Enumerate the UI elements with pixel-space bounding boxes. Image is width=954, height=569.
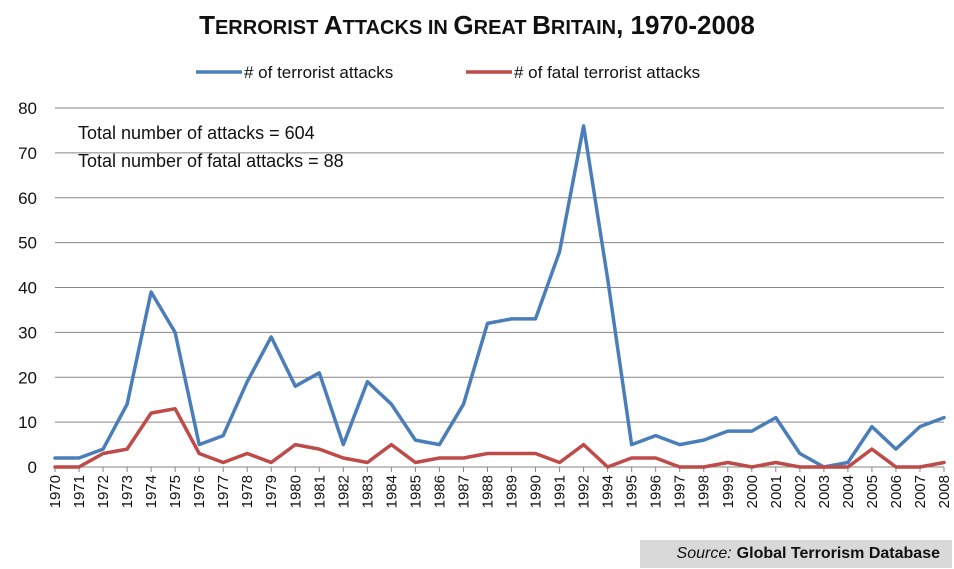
source-label: Source: — [676, 545, 732, 562]
title-part-2: A — [324, 10, 343, 40]
annotations: Total number of attacks = 604 Total numbe… — [78, 123, 344, 171]
y-tick-label: 40 — [18, 279, 37, 298]
x-tick-label: 1979 — [263, 475, 280, 508]
x-tick-label: 1977 — [215, 475, 232, 508]
x-tick-label: 1989 — [504, 475, 521, 508]
source-box: Source: Global Terrorism Database — [640, 540, 952, 568]
x-tick-label: 1996 — [648, 475, 665, 508]
y-tick-label: 0 — [28, 458, 37, 477]
x-tick-label: 1997 — [672, 475, 689, 508]
y-tick-label: 60 — [18, 189, 37, 208]
x-tick-label: 2001 — [768, 475, 785, 508]
x-tick-label: 1973 — [119, 475, 136, 508]
y-tick-label: 80 — [18, 99, 37, 118]
annotation-1: Total number of fatal attacks = 88 — [78, 151, 344, 171]
x-tick-label: 1995 — [624, 475, 641, 508]
plot-area — [53, 124, 946, 469]
title-part-5: REAT — [474, 17, 533, 39]
x-tick-label: 1975 — [167, 475, 184, 508]
x-tick-label: 2005 — [864, 475, 881, 508]
x-tick-label: 1986 — [431, 475, 448, 508]
x-axis: 1970 1971 1972 1973 1974 1975 1976 1977 1978 1979… — [47, 467, 953, 508]
title-part-8: , 1970-2008 — [616, 10, 755, 40]
x-tick-label: 1972 — [95, 475, 112, 508]
x-tick-label: 1987 — [455, 475, 472, 508]
title-part-3: TTACKS IN — [343, 17, 454, 39]
x-tick-label: 2004 — [840, 475, 857, 508]
x-tick-label: 1978 — [239, 475, 256, 508]
gridlines — [55, 107, 944, 468]
series-line-1 — [53, 406, 946, 469]
legend-label-1: # of fatal terrorist attacks — [514, 63, 700, 82]
y-tick-label: 70 — [18, 144, 37, 163]
x-tick-label: 1980 — [287, 475, 304, 508]
title-part-0: T — [199, 10, 215, 40]
title-part-1: ERRORIST — [215, 17, 324, 39]
x-tick-label: 2003 — [816, 475, 833, 508]
x-tick-label: 1998 — [696, 475, 713, 508]
chart-title: TERRORIST ATTACKS IN GREAT BRITAIN, 1970… — [199, 10, 755, 40]
y-tick-label: 20 — [18, 368, 37, 387]
x-tick-label: 1984 — [383, 475, 400, 508]
x-tick-label: 1992 — [576, 475, 593, 508]
x-tick-label: 1994 — [600, 475, 617, 508]
title-part-4: G — [453, 10, 473, 40]
x-tick-label: 2002 — [792, 475, 809, 508]
legend-label-0: # of terrorist attacks — [244, 63, 393, 82]
x-tick-label: 1999 — [720, 475, 737, 508]
x-tick-label: 1983 — [359, 475, 376, 508]
x-tick-label: 1981 — [311, 475, 328, 508]
source-value: Global Terrorism Database — [736, 545, 940, 562]
title-part-7: RITAIN — [551, 17, 616, 39]
annotation-0: Total number of attacks = 604 — [78, 123, 315, 143]
title-part-6: B — [532, 10, 551, 40]
y-tick-label: 10 — [18, 413, 37, 432]
x-tick-label: 2006 — [888, 475, 905, 508]
x-tick-label: 1974 — [143, 475, 160, 508]
x-tick-label: 2000 — [744, 475, 761, 508]
x-tick-label: 2007 — [912, 475, 929, 508]
y-axis: 0 10 20 30 40 50 60 70 80 — [18, 99, 37, 477]
x-tick-label: 1988 — [479, 475, 496, 508]
x-tick-label: 2008 — [936, 475, 953, 508]
x-tick-label: 1982 — [335, 475, 352, 508]
series-line-0 — [53, 124, 946, 469]
x-tick-label: 1976 — [191, 475, 208, 508]
x-tick-label: 1970 — [47, 475, 64, 508]
x-tick-label: 1990 — [528, 475, 545, 508]
y-tick-label: 50 — [18, 234, 37, 253]
x-tick-label: 1971 — [71, 475, 88, 508]
x-tick-label: 1991 — [552, 475, 569, 508]
legend: # of terrorist attacks # of fatal terrori… — [196, 63, 700, 82]
x-tick-label: 1985 — [407, 475, 424, 508]
y-tick-label: 30 — [18, 323, 37, 342]
